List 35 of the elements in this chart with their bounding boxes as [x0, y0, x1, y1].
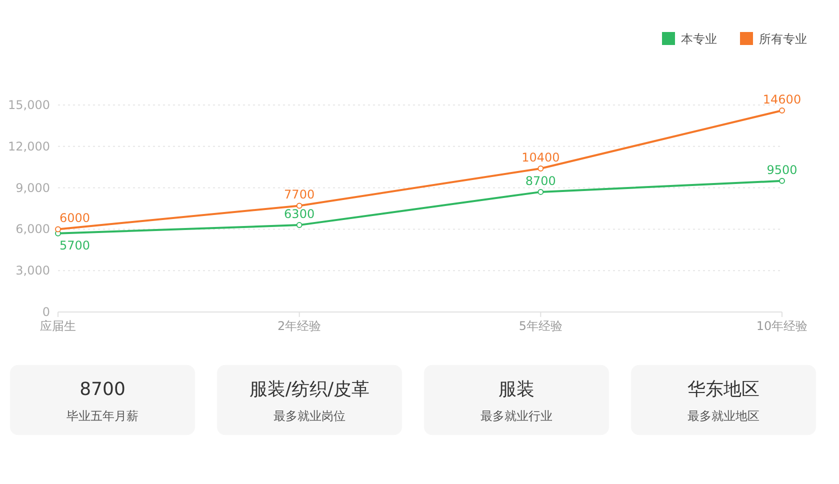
data-label: 7700 [284, 188, 315, 202]
point [779, 178, 785, 184]
y-tick-label: 15,000 [8, 98, 50, 112]
point [296, 222, 302, 228]
point [538, 165, 544, 172]
text: 最多就业行业 [480, 409, 552, 423]
point [538, 188, 544, 195]
text: 毕业五年月薪 [66, 409, 138, 423]
text: 服装/纺织/皮革 [249, 379, 370, 400]
x-tick-label: 10年经验 [756, 319, 808, 333]
x-tick-label: 应届生 [40, 319, 76, 333]
data-label: 8700 [525, 174, 556, 188]
data-label: 14600 [762, 92, 802, 107]
text: 8700 [80, 379, 126, 400]
x-tick-label: 5年经验 [518, 319, 562, 333]
legend-label: 所有专业 [759, 32, 807, 46]
point [296, 202, 302, 209]
point [779, 108, 785, 114]
data-label: 10400 [522, 150, 560, 164]
point [55, 226, 61, 232]
text: 最多就业岗位 [274, 409, 346, 423]
y-tick-label: 0 [42, 305, 50, 319]
text: 华东地区 [688, 379, 760, 400]
data-label: 6300 [284, 207, 315, 222]
data-label: 9500 [766, 162, 798, 177]
y-tick-label: 6,000 [16, 222, 50, 236]
legend-label: 本专业 [681, 32, 717, 46]
y-tick-label: 9,000 [16, 180, 50, 195]
text: 服装 [498, 379, 534, 400]
data-label: 6000 [60, 211, 90, 226]
text: 最多就业地区 [688, 409, 760, 423]
data-label: 5700 [60, 238, 90, 252]
y-tick-label: 3,000 [16, 264, 50, 278]
y-tick-label: 12,000 [8, 139, 50, 154]
x-tick-label: 2年经验 [278, 319, 322, 333]
